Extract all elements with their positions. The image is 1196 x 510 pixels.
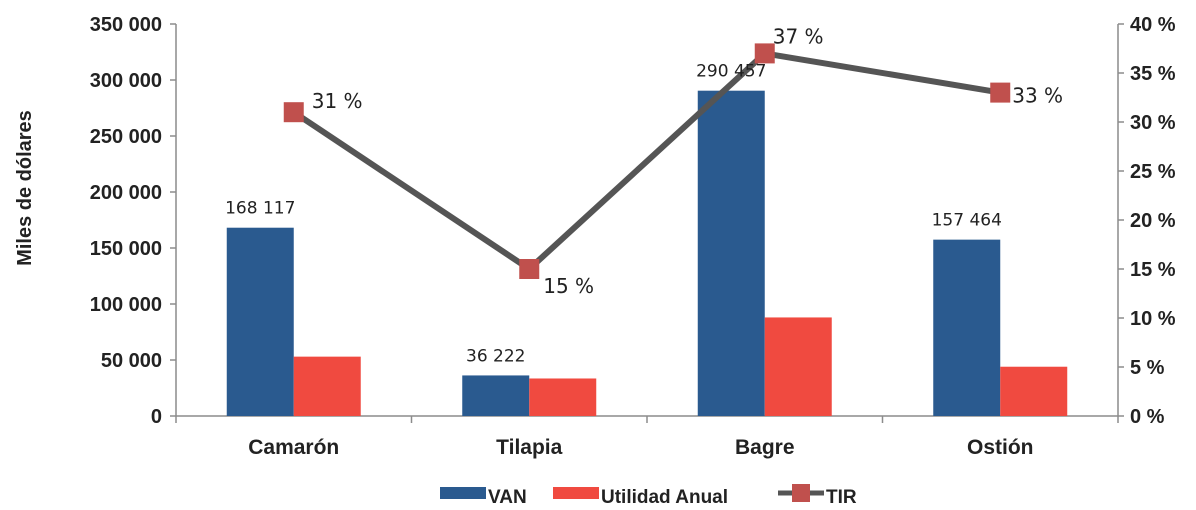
x-tick-label: Camarón <box>248 436 339 459</box>
x-tick-label: Ostión <box>967 436 1034 459</box>
legend-label-van: VAN <box>488 487 527 508</box>
x-tick-label: Tilapia <box>496 436 562 459</box>
y-tick-label-right: 0 % <box>1130 406 1165 428</box>
bar-van <box>462 375 529 416</box>
y-tick-label-left: 100 000 <box>90 294 162 316</box>
bar-data-label: 290 457 <box>696 62 766 82</box>
bar-utilidad-anual <box>294 357 361 416</box>
tir-series-line <box>294 53 1001 269</box>
bar-van <box>227 228 294 416</box>
bar-data-label: 168 117 <box>225 199 295 219</box>
legend-swatch-utilidad-anual <box>553 487 599 499</box>
legend: VAN Utilidad Anual TIR <box>440 484 857 508</box>
y-tick-label-right: 5 % <box>1130 357 1165 379</box>
y-tick-label-left: 0 <box>151 406 162 428</box>
bar-van <box>933 240 1000 416</box>
y-tick-label-left: 350 000 <box>90 14 162 36</box>
y-tick-label-left: 200 000 <box>90 182 162 204</box>
tir-line-group <box>284 43 1011 279</box>
y-tick-label-right: 25 % <box>1130 161 1176 183</box>
y-tick-label-left: 300 000 <box>90 70 162 92</box>
tir-data-label: 37 % <box>773 24 824 48</box>
y-tick-label-right: 20 % <box>1130 210 1176 232</box>
y-tick-label-right: 15 % <box>1130 259 1176 281</box>
x-tick-label: Bagre <box>735 436 795 459</box>
legend-swatch-tir-marker <box>792 484 810 502</box>
legend-label-tir: TIR <box>826 487 857 508</box>
bar-data-label: 36 222 <box>466 346 525 366</box>
y-axis-label: Miles de dólares <box>14 110 36 266</box>
y-tick-label-right: 40 % <box>1130 14 1176 36</box>
tir-point-marker <box>519 259 539 279</box>
tir-data-label: 33 % <box>1012 84 1063 108</box>
tir-point-marker <box>755 43 775 63</box>
bar-van <box>698 91 765 416</box>
y-tick-label-right: 10 % <box>1130 308 1176 330</box>
y-tick-label-right: 30 % <box>1130 112 1176 134</box>
tir-data-label: 31 % <box>312 89 363 113</box>
legend-label-utilidad-anual: Utilidad Anual <box>601 487 728 508</box>
bar-utilidad-anual <box>765 317 832 416</box>
bars <box>227 91 1068 416</box>
tir-point-marker <box>990 83 1010 103</box>
tir-point-marker <box>284 102 304 122</box>
y-tick-label-left: 50 000 <box>101 350 162 372</box>
y-tick-label-right: 35 % <box>1130 63 1176 85</box>
y-tick-label-left: 150 000 <box>90 238 162 260</box>
bar-utilidad-anual <box>529 378 596 416</box>
bar-utilidad-anual <box>1000 367 1067 416</box>
bar-data-label: 157 464 <box>932 211 1002 231</box>
legend-swatch-van <box>440 487 486 499</box>
tir-data-label: 15 % <box>543 274 594 298</box>
y-tick-label-left: 250 000 <box>90 126 162 148</box>
